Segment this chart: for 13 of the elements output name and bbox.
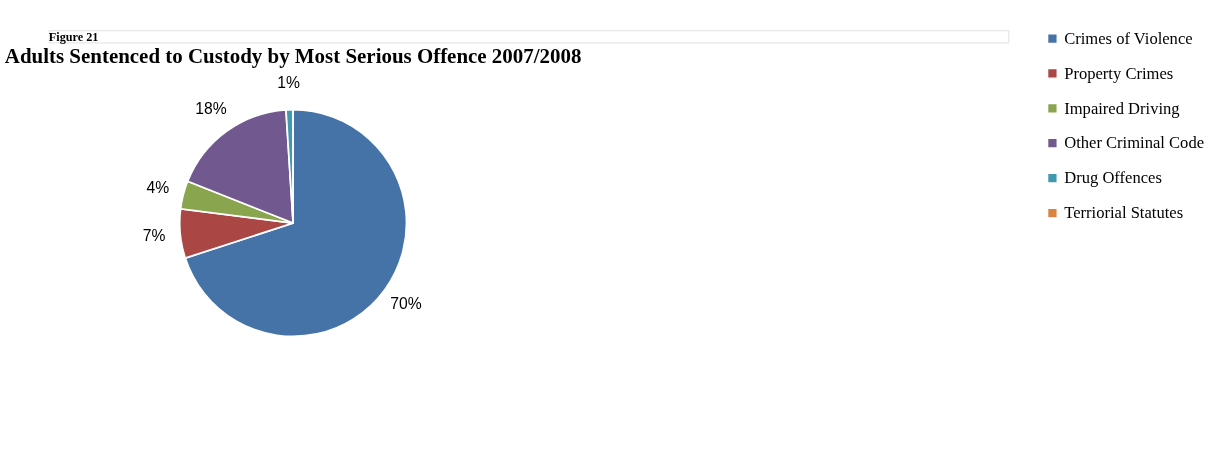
legend-label: Other Criminal Code [1064,133,1205,153]
text: Adults Sentenced to Custody by Most Serious Offence 2007/2008 [4,43,582,68]
data-label: 7% [142,226,166,244]
legend-label: Impaired Driving [1064,98,1180,118]
legend-label: Property Crimes [1064,63,1174,83]
caption: Figure 21 [48,29,99,44]
legend-label: Drug Offences [1064,168,1162,188]
data-label: 18% [195,100,227,118]
legend-label: Crimes of Violence [1064,28,1193,48]
legend-label: Terriorial Statutes [1064,203,1184,223]
data-label: 1% [277,73,301,91]
data-label: 4% [146,178,170,196]
data-label: 70% [390,295,422,313]
